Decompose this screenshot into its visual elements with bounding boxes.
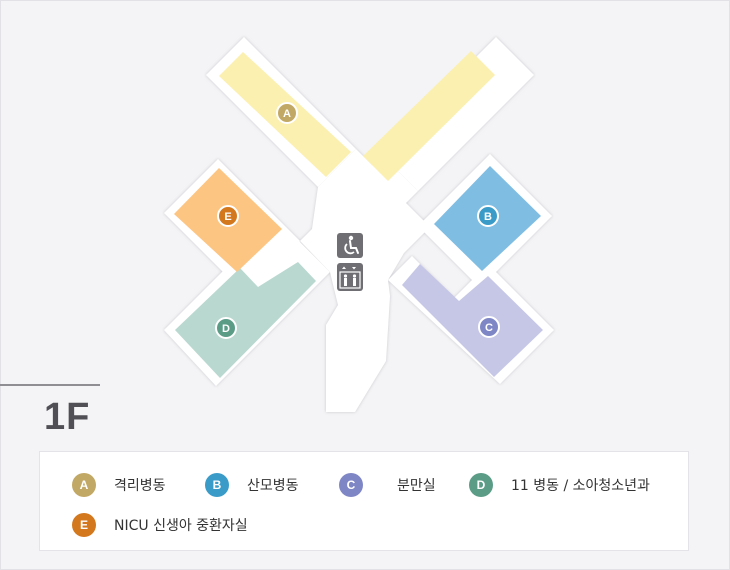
zone-d[interactable]: [175, 262, 316, 378]
zone-c[interactable]: [402, 264, 543, 377]
zone-marker-c[interactable]: C: [478, 316, 500, 338]
zone-a-right[interactable]: [363, 51, 495, 181]
legend-item-c[interactable]: C 분만실: [339, 472, 436, 498]
floor-divider: [0, 384, 100, 386]
legend-item-a[interactable]: A 격리병동: [72, 472, 166, 498]
zone-marker-label: E: [224, 211, 231, 223]
legend-label-e: NICU 신생아 중환자실: [114, 518, 248, 534]
marker-b-icon: B: [205, 473, 229, 497]
zone-marker-label: C: [485, 322, 493, 334]
zone-marker-a[interactable]: A: [276, 102, 298, 124]
legend-item-d[interactable]: D 11 병동 / 소아청소년과: [469, 472, 650, 498]
floor-map: A B C D E: [164, 37, 554, 412]
zone-marker-label: B: [484, 211, 492, 223]
legend-label-c: 분만실: [397, 478, 436, 494]
marker-e-icon: E: [72, 513, 96, 537]
zone-marker-e[interactable]: E: [217, 205, 239, 227]
legend-label-d: 11 병동 / 소아청소년과: [511, 478, 650, 494]
legend: A 격리병동 B 산모병동 C 분만실 D 11 병동 / 소아청소년과 E N…: [39, 451, 689, 551]
elevator-icon: [337, 263, 363, 291]
legend-label-a: 격리병동: [114, 478, 166, 494]
zone-marker-b[interactable]: B: [477, 205, 499, 227]
marker-c-icon: C: [339, 473, 363, 497]
zone-marker-label: A: [283, 108, 291, 120]
zone-marker-d[interactable]: D: [215, 317, 237, 339]
legend-label-b: 산모병동: [247, 478, 299, 494]
wheelchair-accessible-icon: [337, 233, 363, 258]
legend-item-e[interactable]: E NICU 신생아 중환자실: [72, 512, 248, 538]
floor-label: 1F: [44, 396, 91, 438]
legend-item-b[interactable]: B 산모병동: [205, 472, 299, 498]
marker-a-icon: A: [72, 473, 96, 497]
zone-marker-label: D: [222, 323, 230, 335]
marker-d-icon: D: [469, 473, 493, 497]
